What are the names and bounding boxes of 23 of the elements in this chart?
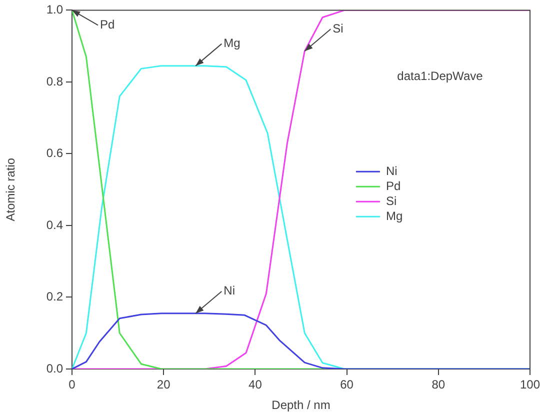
x-tick-label: 0: [68, 378, 76, 392]
y-tick-label: 0.0: [46, 361, 64, 376]
annotation: Si: [332, 21, 344, 36]
y-tick-label: 0.4: [46, 218, 64, 232]
y-tick-label: 0.2: [46, 290, 64, 304]
annotation: Mg: [224, 36, 240, 50]
x-tick-label: 20: [156, 378, 171, 392]
x-tick-label: 100: [520, 378, 540, 392]
x-tick-label: 80: [432, 378, 446, 392]
legend-label: Pd: [386, 178, 401, 193]
legend-label: Mg: [386, 208, 403, 223]
y-tick-label: 0.6: [46, 146, 64, 160]
legend-label: Si: [386, 194, 397, 208]
annotation: data1:DepWave: [397, 68, 484, 83]
y-tick-label: 1.0: [46, 2, 64, 17]
x-axis-title: Depth / nm: [272, 398, 330, 412]
x-tick-label: 60: [340, 378, 354, 392]
annotation: Ni: [224, 284, 236, 298]
y-tick-label: 0.8: [46, 74, 64, 88]
y-axis-title: Atomic ratio: [4, 158, 18, 222]
legend-label: Ni: [386, 164, 398, 178]
annotation: Pd: [100, 18, 115, 32]
x-tick-label: 40: [248, 378, 262, 392]
